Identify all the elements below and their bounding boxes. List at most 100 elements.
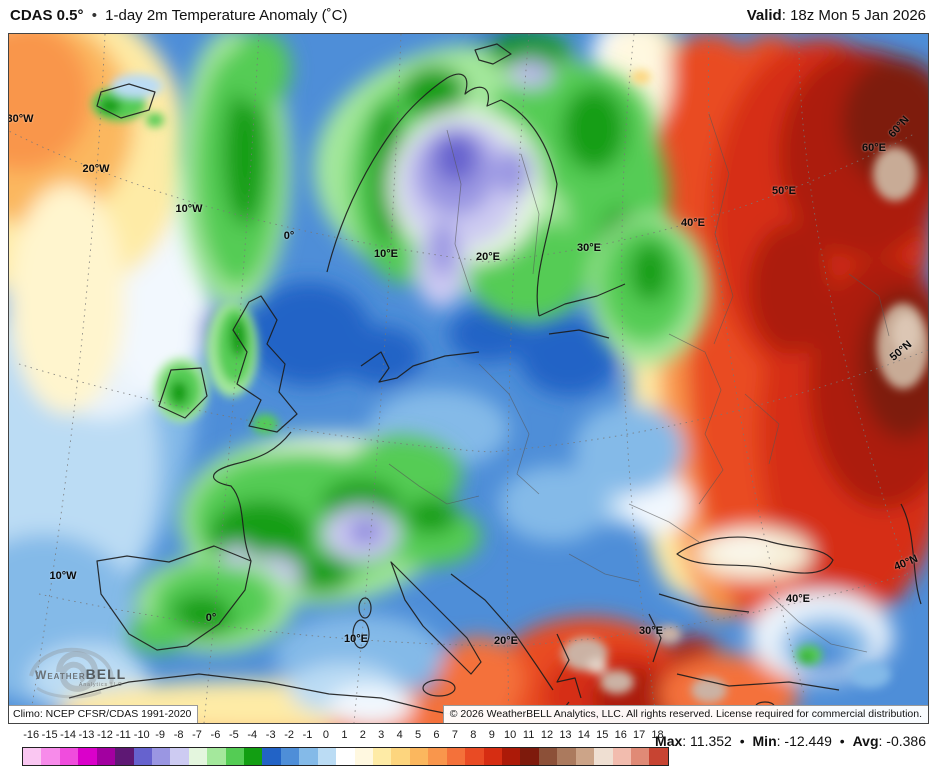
colorbar-cell xyxy=(428,748,447,765)
colorbar-cell xyxy=(133,748,152,765)
grid-label: 40°E xyxy=(681,217,705,229)
colorbar-tick: 12 xyxy=(540,729,554,741)
climo-note: Climo: NCEP CFSR/CDAS 1991-2020 xyxy=(9,705,199,723)
colorbar-cell xyxy=(630,748,650,765)
logo-text-weather: Weather xyxy=(35,668,86,682)
grid-label: 40°E xyxy=(786,593,810,605)
colorbar-cell xyxy=(317,748,337,765)
colorbar-tick: 4 xyxy=(396,729,403,741)
colorbar-tick: 17 xyxy=(633,729,646,741)
weatherbell-swirl-icon xyxy=(29,647,114,699)
grid-label: 10°W xyxy=(49,570,77,582)
valid-value: : 18z Mon 5 Jan 2026 xyxy=(781,7,926,24)
colorbar-tick: 14 xyxy=(577,729,590,741)
max-label: Max xyxy=(655,733,683,749)
colorbar-tick: 18 xyxy=(651,729,664,741)
coastlines xyxy=(68,43,922,721)
colorbar-cell xyxy=(225,748,245,765)
avg-value: : -0.386 xyxy=(878,733,926,749)
colorbar-cell xyxy=(354,748,374,765)
grid-label: 50°E xyxy=(772,185,796,197)
colorbar-tick: 15 xyxy=(596,729,609,741)
colorbar-tick: 5 xyxy=(415,729,422,741)
colorbar-cell xyxy=(465,748,484,765)
country-borders xyxy=(388,113,890,653)
grid-label: 0° xyxy=(283,230,295,242)
grid-label: 20°W xyxy=(82,163,110,175)
grid-label: 30°E xyxy=(639,625,663,637)
colorbar-cell xyxy=(96,748,116,765)
colorbar-cell xyxy=(520,748,539,765)
colorbar-cell xyxy=(501,748,521,765)
colorbar-cell xyxy=(188,748,208,765)
grid-label: 20°E xyxy=(494,635,518,647)
colorbar-tick: -3 xyxy=(265,729,276,741)
colorbar-cell xyxy=(649,748,668,765)
max-value: : 11.352 xyxy=(682,733,732,749)
colorbar-tick: 9 xyxy=(488,729,495,741)
colorbar-tick: -5 xyxy=(228,729,239,741)
colorbar-cell xyxy=(594,748,613,765)
colorbar-tick-labels: -16 -15 -14 -13 -12 -11 -10 -9 -8 -7 -6 -5 -4 -3 -2 -1 0… xyxy=(22,729,667,743)
valid-time: Valid: 18z Mon 5 Jan 2026 xyxy=(747,7,926,24)
colorbar-tick: -7 xyxy=(192,729,202,741)
model-name: CDAS 0.5° xyxy=(10,7,84,24)
colorbar-cell xyxy=(170,748,189,765)
colorbar-cell xyxy=(280,748,300,765)
weatherbell-wordmark: WeatherBELL xyxy=(35,666,126,684)
colorbar-cell xyxy=(151,748,171,765)
min-label: Min xyxy=(752,733,777,749)
grid-label: 0° xyxy=(205,612,217,624)
colorbar-tick: 2 xyxy=(359,729,366,741)
grid-label: 60°E xyxy=(862,142,886,154)
logo-text-analytics: Analytics LLC xyxy=(79,682,123,688)
title-separator: • xyxy=(91,7,97,24)
anomaly-map-graphic xyxy=(9,34,928,723)
colorbar-tick: -10 xyxy=(133,729,150,741)
colorbar-cell xyxy=(538,748,558,765)
colorbar-tick: 0 xyxy=(322,729,330,741)
logo-text-bell: BELL xyxy=(85,666,127,682)
stats-bullet-1: • xyxy=(739,733,745,749)
colorbar-tick: 16 xyxy=(614,729,627,741)
colorbar-tick: -16 xyxy=(23,729,40,741)
colorbar-cell xyxy=(41,748,60,765)
parameter-title: 1-day 2m Temperature Anomaly (˚C) xyxy=(105,7,348,24)
colorbar-cell xyxy=(23,748,42,765)
colorbar-tick: 13 xyxy=(559,729,572,741)
colorbar-cell xyxy=(575,748,595,765)
grid-label: 30°E xyxy=(577,242,601,254)
colorbar-cell xyxy=(115,748,134,765)
colorbar-tick: -14 xyxy=(60,729,76,741)
colorbar-tick: -13 xyxy=(78,729,95,741)
colorbar-tick: -6 xyxy=(210,729,221,741)
colorbar-cell xyxy=(78,748,97,765)
min-value: : -12.449 xyxy=(776,733,832,749)
colorbar: -16 -15 -14 -13 -12 -11 -10 -9 -8 -7 -6 -5 -4 -3 -2 -1 0… xyxy=(0,726,935,768)
valid-label: Valid xyxy=(746,7,782,24)
grid-label: 10°W xyxy=(175,203,203,215)
colorbar-tick: 7 xyxy=(451,729,458,741)
copyright-note: © 2026 WeatherBELL Analytics, LLC. All r… xyxy=(442,705,928,723)
avg-label: Avg xyxy=(852,733,879,749)
colorbar-tick: 3 xyxy=(378,729,385,741)
graticule-lines xyxy=(9,34,928,723)
field-statistics: Max: 11.352 • Min: -12.449 • Avg: -0.386 xyxy=(655,733,926,749)
grid-label: 30°W xyxy=(8,113,34,125)
colorbar-tick: 10 xyxy=(504,729,517,741)
weatherbell-logo: WeatherBELL Analytics LLC xyxy=(21,642,141,704)
grid-label: 20°E xyxy=(476,251,500,263)
colorbar-tick: -2 xyxy=(284,729,294,741)
colorbar-cell xyxy=(207,748,226,765)
colorbar-cell xyxy=(612,748,631,765)
colorbar-cell xyxy=(409,748,429,765)
map-title: CDAS 0.5° • 1-day 2m Temperature Anomaly… xyxy=(10,7,347,24)
colorbar-tick: 8 xyxy=(470,729,477,741)
colorbar-cell xyxy=(391,748,410,765)
header-bar: CDAS 0.5° • 1-day 2m Temperature Anomaly… xyxy=(0,0,935,33)
colorbar-tick: -12 xyxy=(96,729,113,741)
colorbar-tick: 11 xyxy=(522,729,535,741)
colorbar-tick: -15 xyxy=(41,729,58,741)
colorbar-cell xyxy=(336,748,355,765)
colorbar-tick: -4 xyxy=(247,729,258,741)
